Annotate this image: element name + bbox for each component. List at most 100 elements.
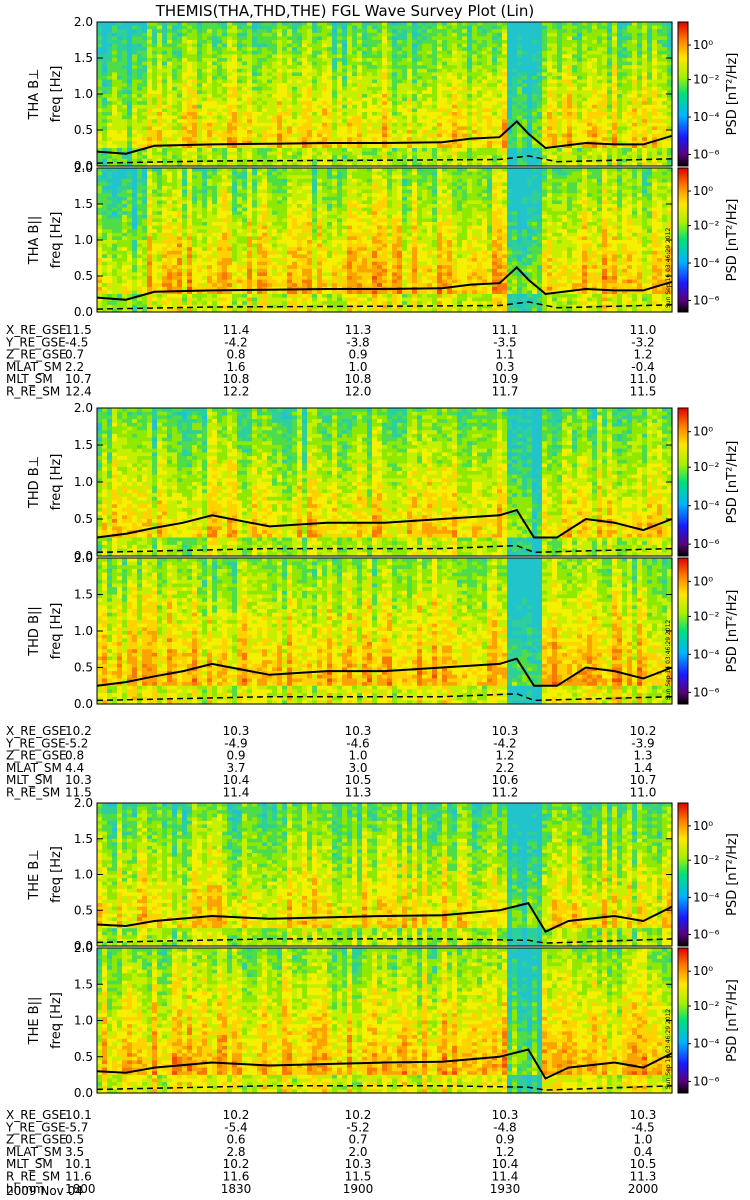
y-axis-label: THA B|| [27, 216, 42, 265]
spectrogram [97, 558, 673, 705]
y-axis-unit-label: freq [Hz] [49, 992, 64, 1049]
ephemeris-value: 11.7 [492, 385, 519, 399]
ephemeris-row-label: R_RE_SM [6, 786, 60, 800]
colorbar [678, 558, 688, 704]
ephemeris-value: 11.2 [492, 786, 519, 800]
colorbar-tick-label: 10⁰ [693, 425, 713, 439]
date-label: 2009 Nov 04 [6, 1184, 83, 1198]
colorbar-tick-label: 10⁰ [693, 184, 713, 198]
spectrogram [97, 803, 673, 947]
timestamp-stamp: Sun Sep 16 03:46:29 2012 [665, 228, 672, 308]
y-tick-label: 1.5 [74, 438, 93, 452]
colorbar-tick-label: 10⁻² [693, 999, 720, 1013]
y-tick-label: 1.5 [74, 832, 93, 846]
y-axis-label: THE B⊥ [27, 849, 42, 900]
y-tick-label: 2.0 [74, 161, 93, 175]
colorbar [678, 22, 688, 166]
colorbar [678, 948, 688, 1093]
colorbar-label: PSD [nT²/Hz] [725, 53, 740, 136]
y-tick-label: 0.5 [74, 903, 93, 917]
ephemeris-value: 12.2 [223, 385, 250, 399]
y-tick-label: 1.0 [74, 475, 93, 489]
y-tick-label: 2.0 [74, 401, 93, 415]
colorbar-tick-label: 10⁻² [693, 853, 720, 867]
y-axis-unit-label: freq [Hz] [49, 454, 64, 511]
colorbar-tick-label: 10⁻⁴ [693, 499, 720, 513]
ephemeris-value: 2000 [628, 1182, 659, 1196]
colorbar-tick-label: 10⁰ [693, 819, 713, 833]
y-tick-label: 0.5 [74, 123, 93, 137]
ephemeris-value: 1930 [490, 1182, 521, 1196]
ephemeris-value: 11.5 [630, 385, 657, 399]
colorbar-label: PSD [nT²/Hz] [725, 441, 740, 524]
y-tick-label: 1.5 [74, 51, 93, 65]
colorbar-tick-label: 10⁰ [693, 38, 713, 52]
timestamp-stamp: Sun Sep 16 03:46:29 2012 [665, 1009, 672, 1089]
colorbar-label: PSD [nT²/Hz] [725, 833, 740, 916]
y-axis-label: THA B⊥ [27, 69, 42, 121]
colorbar-tick-label: 10⁻⁶ [693, 293, 720, 307]
y-axis-unit-label: freq [Hz] [49, 603, 64, 660]
colorbar [678, 408, 688, 556]
colorbar-tick-label: 10⁻⁶ [693, 928, 720, 942]
y-axis-label: THD B|| [27, 606, 42, 657]
y-tick-label: 0.5 [74, 661, 93, 675]
panel-4: 0.0 0.5 1.0 1.5 2.0 THD B|| freq [Hz] 10⁰ 10⁻² 10… [27, 551, 740, 711]
y-tick-label: 0.0 [74, 305, 93, 319]
y-tick-label: 2.0 [74, 551, 93, 565]
ephemeris-value: 11.4 [223, 786, 250, 800]
y-tick-label: 1.5 [74, 588, 93, 602]
colorbar-label: PSD [nT²/Hz] [725, 979, 740, 1062]
y-tick-label: 1.5 [74, 977, 93, 991]
y-tick-label: 0.0 [74, 1086, 93, 1100]
timestamp-stamp: Sun Sep 16 03:46:29 2012 [665, 620, 672, 700]
y-tick-label: 2.0 [74, 15, 93, 29]
ephemeris-value: 1900 [343, 1182, 374, 1196]
colorbar-tick-label: 10⁻⁴ [693, 647, 720, 661]
colorbar-tick-label: 10⁻⁶ [693, 147, 720, 161]
figure-title: THEMIS(THA,THD,THE) FGL Wave Survey Plot… [155, 2, 534, 20]
ephemeris-row-label: R_RE_SM [6, 385, 60, 399]
y-tick-label: 0.5 [74, 1050, 93, 1064]
colorbar-tick-label: 10⁻⁴ [693, 1037, 720, 1051]
y-tick-label: 1.0 [74, 87, 93, 101]
y-tick-label: 1.0 [74, 868, 93, 882]
colorbar-tick-label: 10⁻⁴ [693, 256, 720, 270]
colorbar-tick-label: 10⁻⁶ [693, 1074, 720, 1088]
colorbar-tick-label: 10⁰ [693, 574, 713, 588]
y-tick-label: 2.0 [74, 941, 93, 955]
colorbar-tick-label: 10⁻⁴ [693, 890, 720, 904]
y-axis-label: THE B|| [27, 997, 42, 1046]
colorbar-tick-label: 10⁻² [693, 460, 720, 474]
y-tick-label: 1.0 [74, 233, 93, 247]
spectrogram [97, 408, 673, 557]
ephemeris-value: 1830 [221, 1182, 252, 1196]
spectrogram [97, 948, 673, 1094]
colorbar-tick-label: 10⁻⁶ [693, 537, 720, 551]
ephemeris-value: 12.4 [65, 385, 92, 399]
colorbar [678, 803, 688, 946]
ephemeris-value: 11.3 [345, 786, 372, 800]
y-tick-label: 1.0 [74, 1014, 93, 1028]
y-tick-label: 0.0 [74, 697, 93, 711]
colorbar-tick-label: 10⁻² [693, 609, 720, 623]
ephemeris-value: 12.0 [345, 385, 372, 399]
colorbar-label: PSD [nT²/Hz] [725, 199, 740, 282]
colorbar-tick-label: 10⁻⁶ [693, 685, 720, 699]
colorbar-tick-label: 10⁻⁴ [693, 110, 720, 124]
y-axis-unit-label: freq [Hz] [49, 212, 64, 269]
y-tick-label: 1.0 [74, 624, 93, 638]
y-tick-label: 0.5 [74, 269, 93, 283]
colorbar-label: PSD [nT²/Hz] [725, 590, 740, 673]
ephemeris-value: 11.5 [65, 786, 92, 800]
colorbar [678, 168, 688, 312]
